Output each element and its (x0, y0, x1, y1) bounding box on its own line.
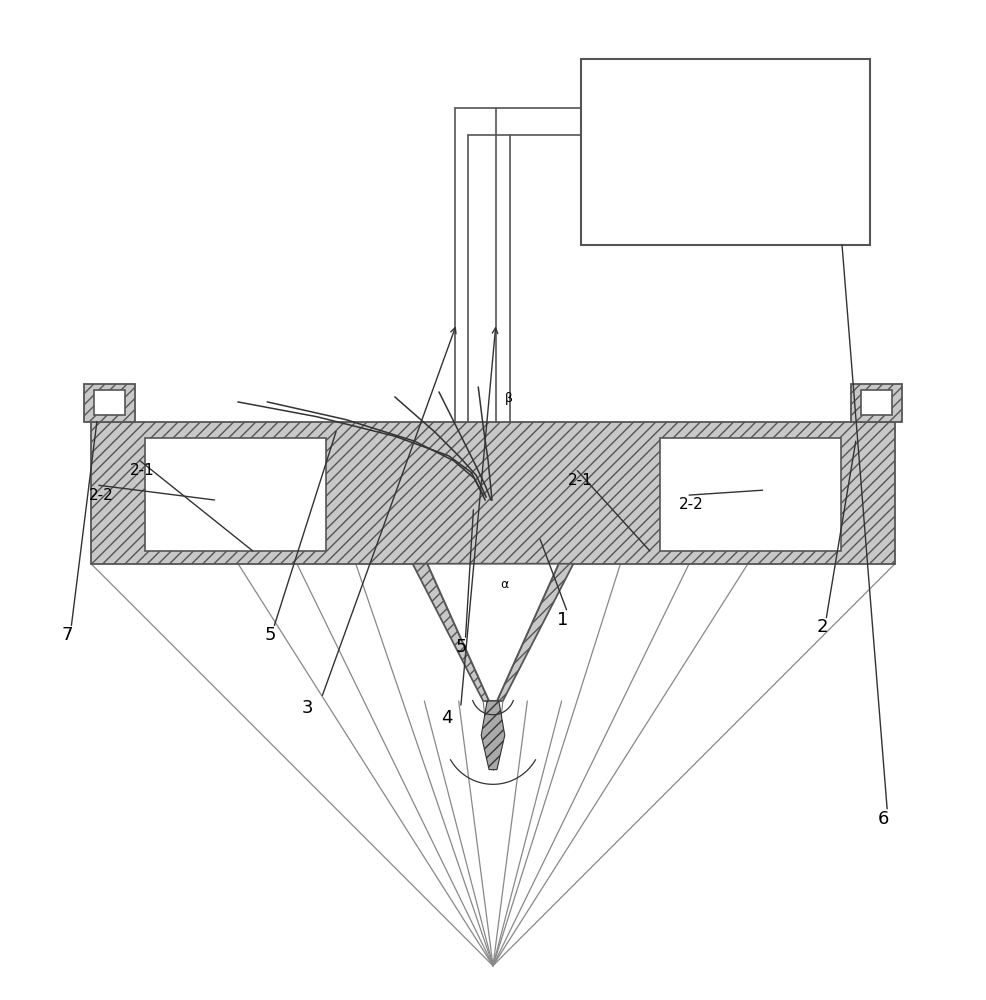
Text: 3: 3 (302, 699, 314, 717)
Text: 2-1: 2-1 (130, 463, 155, 478)
Text: α: α (500, 578, 508, 591)
Text: 5: 5 (456, 638, 467, 656)
Bar (94, 390, 125, 415)
Polygon shape (481, 701, 505, 770)
Bar (145, 438, 326, 551)
Text: 4: 4 (441, 709, 453, 727)
Polygon shape (497, 564, 574, 701)
Polygon shape (427, 564, 559, 701)
Text: 2-2: 2-2 (89, 488, 113, 503)
Bar (91, 422, 895, 564)
Bar (851, 384, 902, 422)
Text: 6: 6 (878, 810, 888, 828)
Bar (660, 438, 841, 551)
Text: β: β (505, 392, 513, 405)
Text: 1: 1 (557, 611, 568, 629)
Bar (861, 390, 892, 415)
Polygon shape (412, 564, 489, 701)
Text: 2: 2 (816, 618, 828, 636)
Bar (84, 384, 135, 422)
Text: 2-1: 2-1 (568, 473, 593, 488)
Bar (581, 59, 871, 245)
Text: 7: 7 (61, 626, 73, 644)
Text: 5: 5 (264, 626, 276, 644)
Text: 2-2: 2-2 (679, 497, 704, 512)
